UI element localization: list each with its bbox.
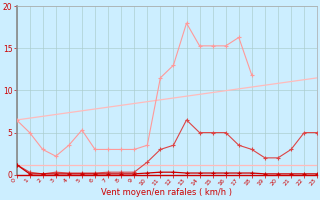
X-axis label: Vent moyen/en rafales ( km/h ): Vent moyen/en rafales ( km/h ) (101, 188, 232, 197)
